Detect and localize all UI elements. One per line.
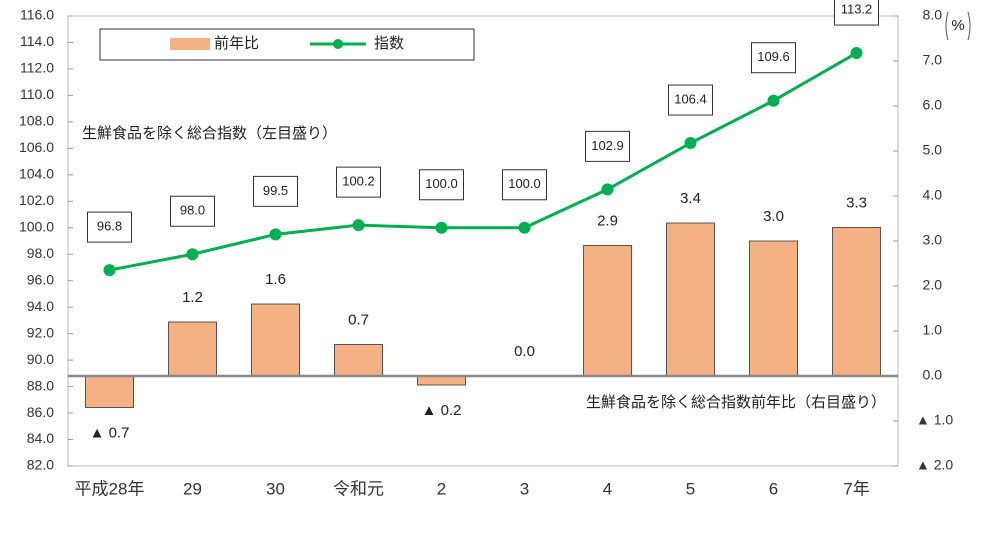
y-tick-label: 100.0	[19, 218, 54, 234]
label-box	[336, 166, 381, 198]
x-tick-label: 2	[437, 479, 446, 498]
label-box	[419, 169, 464, 201]
line-point	[684, 137, 697, 150]
line-value-label: 113.2	[841, 1, 873, 16]
annotation: 生鮮食品を除く総合指数前年比（右目盛り）	[586, 394, 886, 411]
y2-tick-label: ▲ 2.0	[916, 457, 953, 473]
legend-label: 前年比	[214, 35, 259, 52]
y2-tick-label: 6.0	[923, 97, 943, 113]
y2-tick-label: 7.0	[923, 52, 943, 68]
line-point	[601, 183, 614, 196]
bar-value-label: 1.6	[265, 271, 286, 288]
legend-swatch	[170, 38, 210, 50]
line-value-label: 102.9	[591, 138, 624, 153]
x-tick-label: 平成28年	[75, 479, 145, 498]
y2-tick-label: 8.0	[923, 7, 943, 23]
y-tick-label: 94.0	[27, 298, 54, 314]
y-tick-label: 90.0	[27, 351, 54, 367]
y2-tick-label: ▲ 1.0	[916, 412, 953, 428]
y-tick-label: 92.0	[27, 324, 54, 340]
y-tick-label: 108.0	[19, 113, 54, 129]
unit-bracket	[945, 11, 971, 41]
line-value-label: 109.6	[757, 49, 790, 64]
label-box	[87, 211, 132, 243]
y-tick-label: 84.0	[27, 430, 54, 446]
line-value-label: 98.0	[180, 203, 205, 218]
legend-swatch	[333, 39, 343, 49]
line-point	[767, 94, 780, 107]
label-box	[585, 130, 630, 162]
line-value-label: 100.2	[342, 174, 375, 189]
y2-tick-label: 4.0	[923, 187, 943, 203]
line-point	[850, 47, 863, 60]
line	[109, 51, 858, 272]
y-tick-label: 96.0	[27, 271, 54, 287]
x-tick-label: 令和元	[333, 479, 384, 498]
y-tick-label: 104.0	[19, 166, 54, 182]
line-value-label: 100.0	[508, 176, 541, 191]
line-value-label: 100.0	[425, 176, 458, 191]
label-box	[668, 84, 713, 116]
x-tick-label: 6	[769, 479, 778, 498]
y-tick-label: 106.0	[19, 139, 54, 155]
y2-tick-label: 5.0	[923, 142, 943, 158]
y-tick-label: 102.0	[19, 192, 54, 208]
bar	[749, 240, 798, 377]
x-tick-label: 3	[520, 479, 529, 498]
label-box	[253, 175, 298, 207]
label-box	[502, 169, 547, 201]
y-tick-label: 88.0	[27, 377, 54, 393]
y2-unit: %	[951, 17, 964, 34]
bar-value-label: 0.7	[348, 311, 369, 328]
bar-value-label: ▲ 0.7	[90, 424, 130, 441]
bar	[832, 227, 881, 377]
line-point	[352, 219, 365, 232]
line-point	[103, 264, 116, 277]
y-tick-label: 114.0	[20, 33, 54, 49]
y-tick-label: 82.0	[27, 457, 54, 473]
annotation: 生鮮食品を除く総合指数（左目盛り）	[82, 125, 337, 142]
line-point	[518, 221, 531, 234]
y-tick-label: 98.0	[27, 245, 54, 261]
legend-label: 指数	[374, 35, 404, 52]
label-box	[834, 0, 879, 26]
bar-value-label: ▲ 0.2	[422, 402, 462, 419]
y-tick-label: 112.0	[20, 60, 54, 76]
label-box	[170, 195, 215, 227]
x-tick-label: 5	[686, 479, 695, 498]
bar-value-label: 3.4	[680, 190, 701, 207]
bar-value-label: 1.2	[182, 289, 203, 306]
bar-value-label: 0.0	[514, 343, 535, 360]
line-value-label: 106.4	[674, 91, 707, 106]
bar-value-label: 3.0	[763, 208, 784, 225]
bar	[583, 245, 632, 377]
bar	[666, 222, 715, 377]
x-tick-label: 29	[183, 479, 202, 498]
line-point	[269, 228, 282, 241]
label-box	[751, 42, 796, 74]
line-point	[435, 221, 448, 234]
bar	[334, 344, 383, 377]
y2-tick-label: 0.0	[923, 367, 943, 383]
y-tick-label: 86.0	[27, 404, 54, 420]
line-value-label: 96.8	[97, 219, 122, 234]
x-tick-label: 7年	[843, 479, 869, 498]
y2-tick-label: 3.0	[923, 232, 943, 248]
bar	[251, 303, 300, 377]
bar	[168, 321, 217, 377]
x-tick-label: 30	[266, 479, 285, 498]
legend-box	[99, 28, 475, 61]
bar	[417, 375, 466, 386]
line-point	[186, 248, 199, 261]
line-value-label: 99.5	[263, 183, 288, 198]
bar-value-label: 3.3	[846, 194, 867, 211]
bar	[85, 375, 134, 408]
bar-value-label: 2.9	[597, 212, 618, 229]
y-tick-label: 116.0	[20, 7, 54, 23]
y2-tick-label: 2.0	[923, 277, 943, 293]
y-tick-label: 110.0	[20, 86, 54, 102]
x-tick-label: 4	[603, 479, 612, 498]
y2-tick-label: 1.0	[923, 322, 943, 338]
